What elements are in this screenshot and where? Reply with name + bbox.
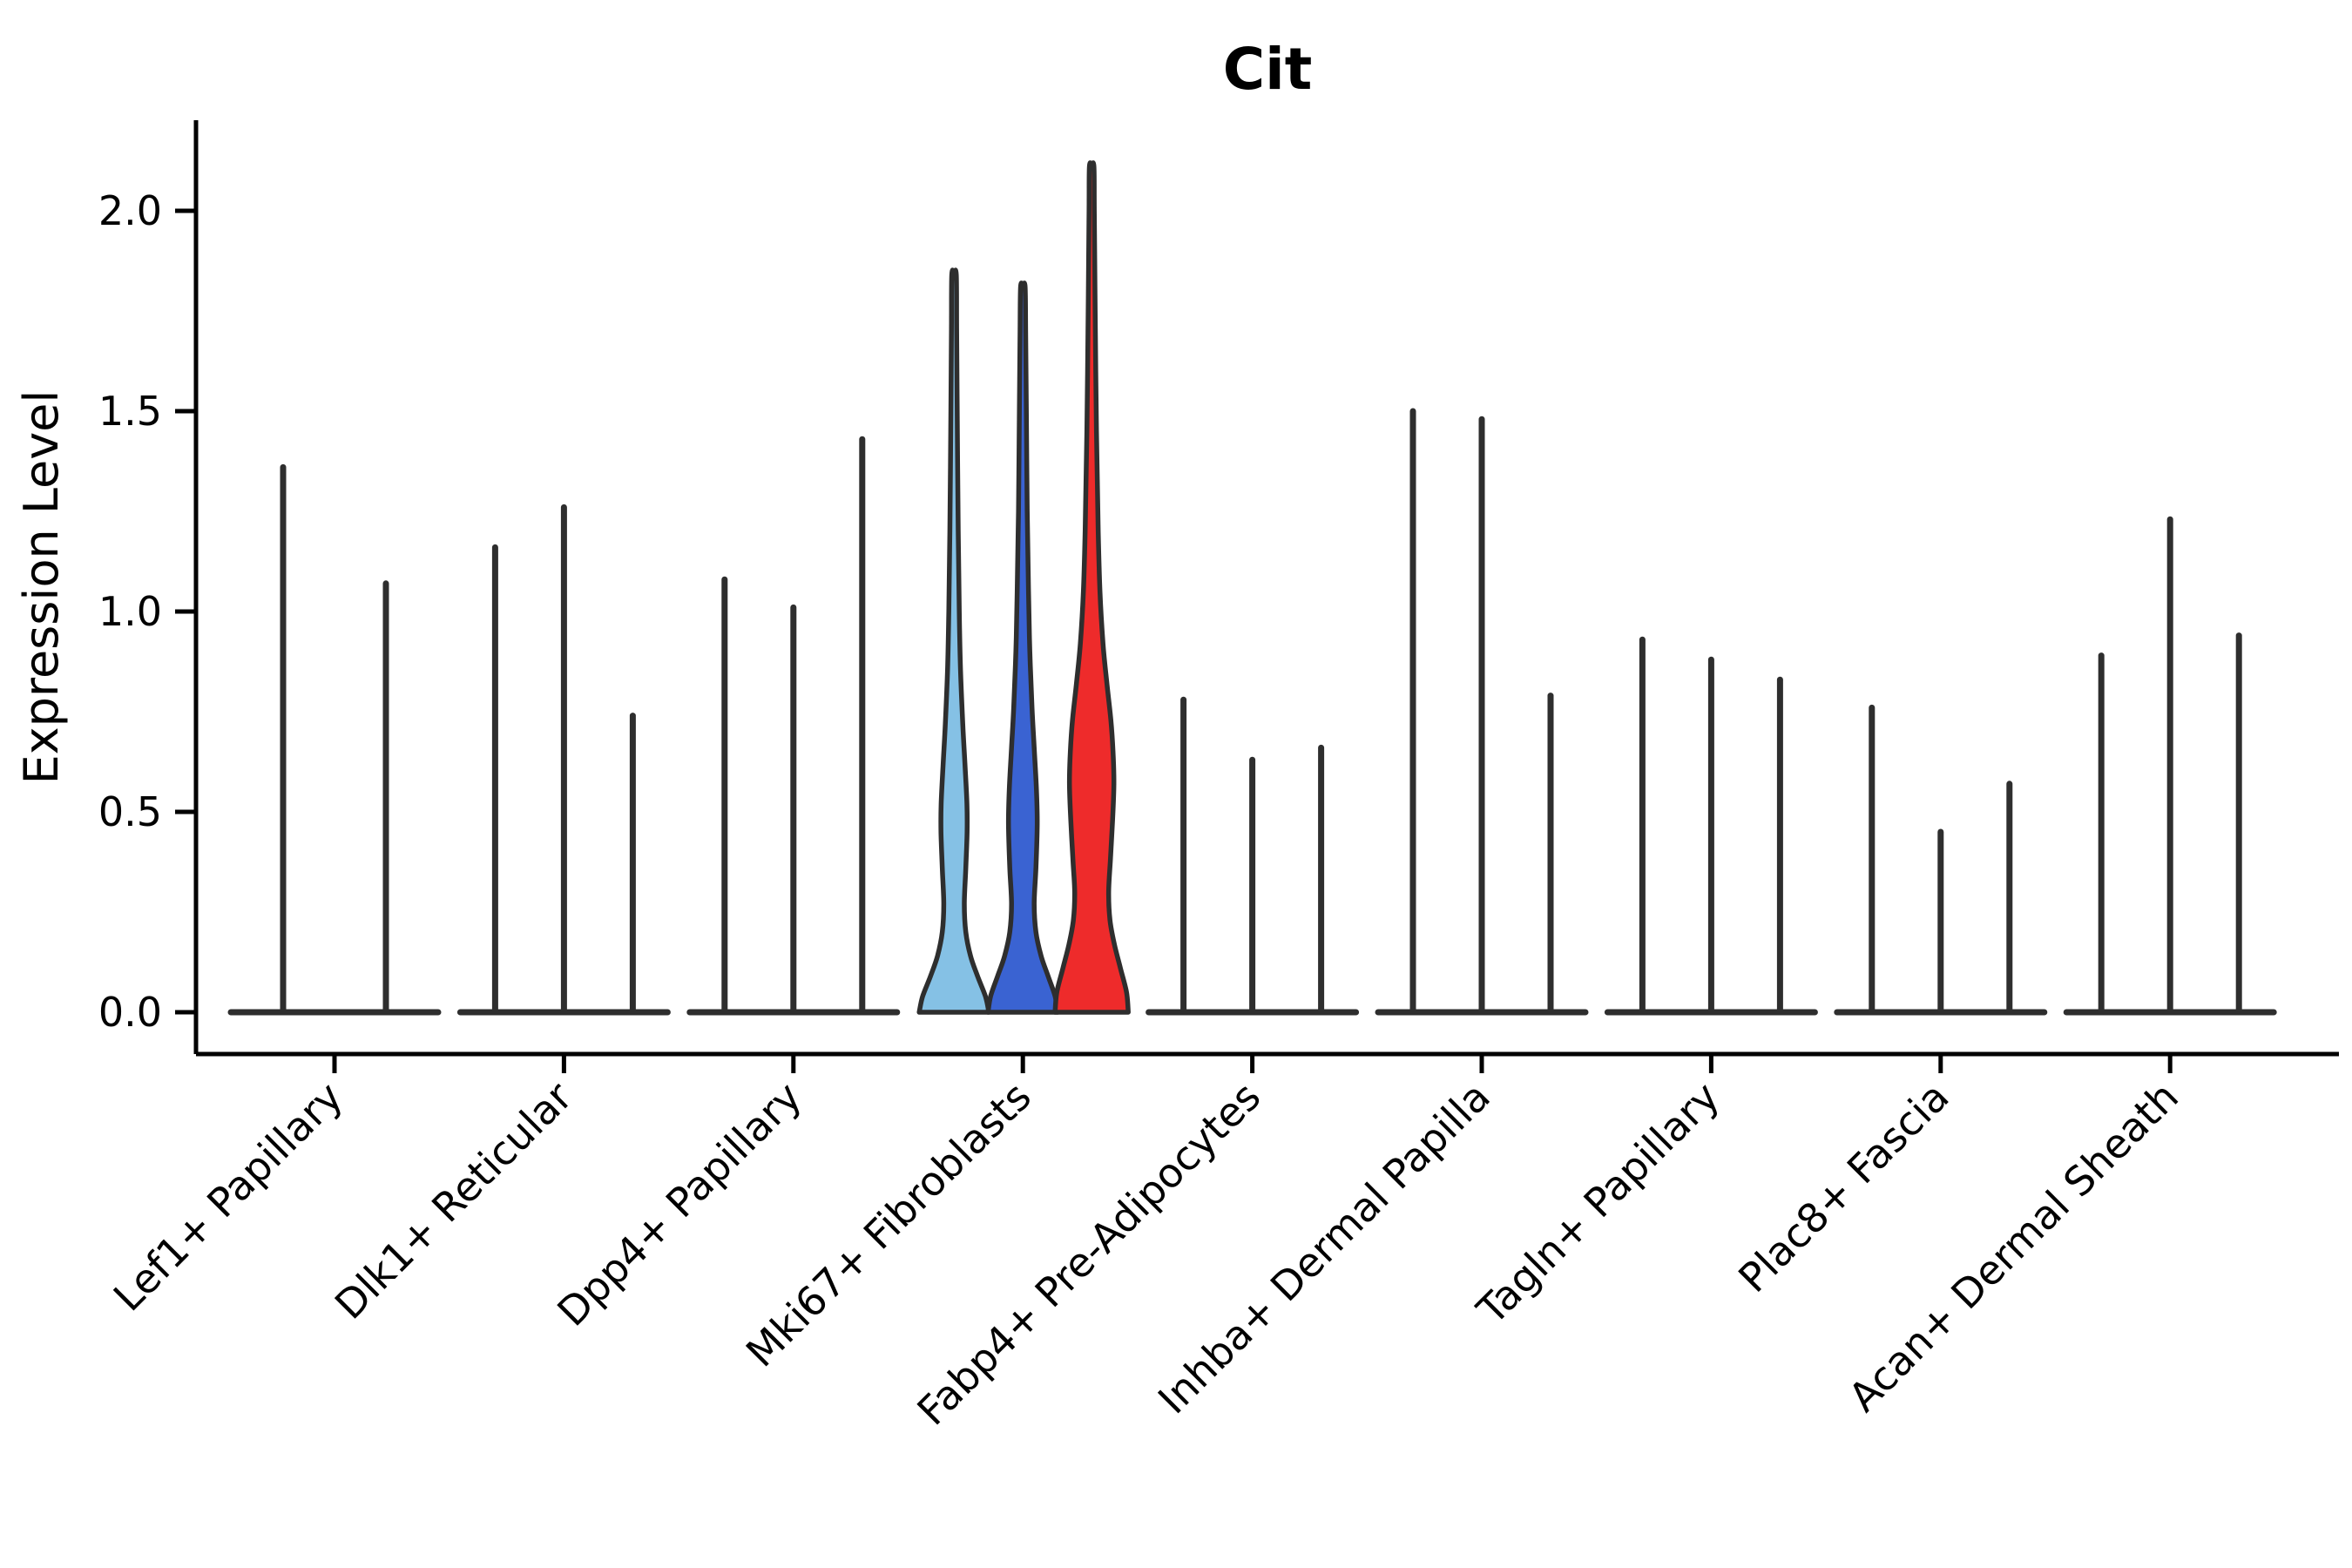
violin-highlighted [1052, 160, 1131, 1015]
y-tick-label: 0.0 [98, 989, 162, 1036]
y-axis-label: Expression Level [14, 390, 69, 785]
y-tick-label: 0.5 [98, 788, 162, 835]
x-tick-label: Dlk1+ Reticular [326, 1073, 581, 1328]
y-tick-label: 2.0 [98, 187, 162, 234]
x-tick-label: Lef1+ Papillary [105, 1073, 352, 1321]
violin-highlighted [985, 280, 1060, 1015]
x-tick-label: Plac8+ Fascia [1729, 1073, 1957, 1301]
x-tick-label: Tagln+ Papillary [1468, 1073, 1729, 1335]
y-tick-label: 1.5 [98, 388, 162, 435]
y-tick-label: 1.0 [98, 588, 162, 635]
violin-highlighted [916, 267, 991, 1015]
chart-title: Cit [1223, 36, 1313, 103]
x-tick-label: Dpp4+ Papillary [548, 1073, 810, 1335]
